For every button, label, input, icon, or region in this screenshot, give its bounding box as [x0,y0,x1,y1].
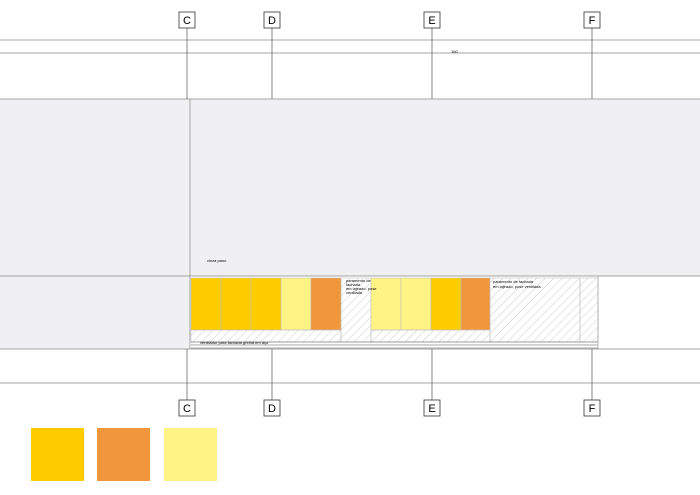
dimension-note: 160 [451,49,458,54]
panel-note: fachada [346,282,361,287]
panel-note: paramento de fachada [493,279,534,284]
grid-label: E [428,403,435,415]
panel-note: ventilada [346,290,363,295]
grid-label-boxes [178,11,601,417]
panel-note: paramento de [346,278,371,283]
grid-axes [186,28,593,400]
background-areas [0,99,700,349]
grid-label: C [183,15,191,27]
panel-note: em lajeado, pose [346,286,377,291]
base-note: ventilador para fachada grelha em aço [200,340,269,345]
ceiling-note: cinza pano [207,258,227,263]
grid-label: D [268,15,276,27]
grid-label: E [428,15,435,27]
color-legend [31,428,217,481]
panel-note: em lajeado, pose ventilada [493,284,541,289]
grid-label: C [183,403,191,415]
panels [190,276,599,349]
level-lines [0,39,700,384]
grid-label: D [268,403,276,415]
grid-label: F [589,15,596,27]
grid-label: F [589,403,596,415]
